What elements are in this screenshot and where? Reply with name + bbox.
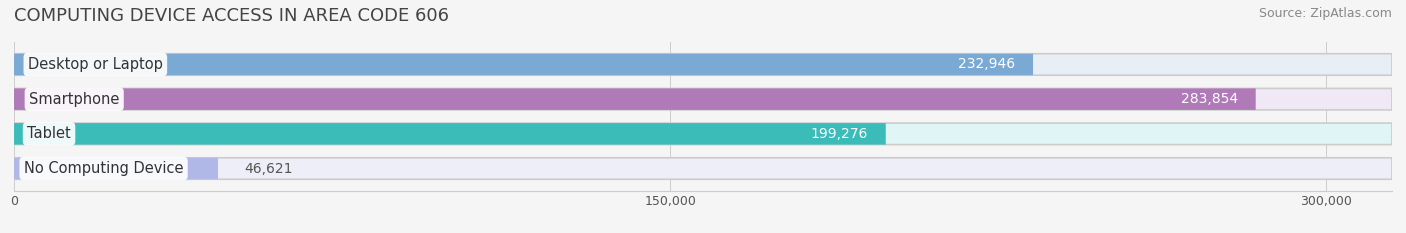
Text: No Computing Device: No Computing Device — [24, 161, 183, 176]
Text: Smartphone: Smartphone — [30, 92, 120, 107]
FancyBboxPatch shape — [14, 88, 1256, 110]
Text: Source: ZipAtlas.com: Source: ZipAtlas.com — [1258, 7, 1392, 20]
FancyBboxPatch shape — [14, 54, 1033, 75]
Text: 199,276: 199,276 — [811, 127, 869, 141]
Text: Desktop or Laptop: Desktop or Laptop — [28, 57, 163, 72]
Text: COMPUTING DEVICE ACCESS IN AREA CODE 606: COMPUTING DEVICE ACCESS IN AREA CODE 606 — [14, 7, 449, 25]
Text: 46,621: 46,621 — [245, 161, 292, 175]
FancyBboxPatch shape — [14, 158, 1392, 179]
FancyBboxPatch shape — [14, 123, 1392, 145]
Text: 232,946: 232,946 — [959, 58, 1015, 72]
Text: 283,854: 283,854 — [1181, 92, 1239, 106]
FancyBboxPatch shape — [14, 88, 1392, 110]
FancyBboxPatch shape — [14, 158, 218, 179]
Text: Tablet: Tablet — [27, 126, 70, 141]
FancyBboxPatch shape — [14, 54, 1392, 75]
FancyBboxPatch shape — [14, 123, 886, 145]
